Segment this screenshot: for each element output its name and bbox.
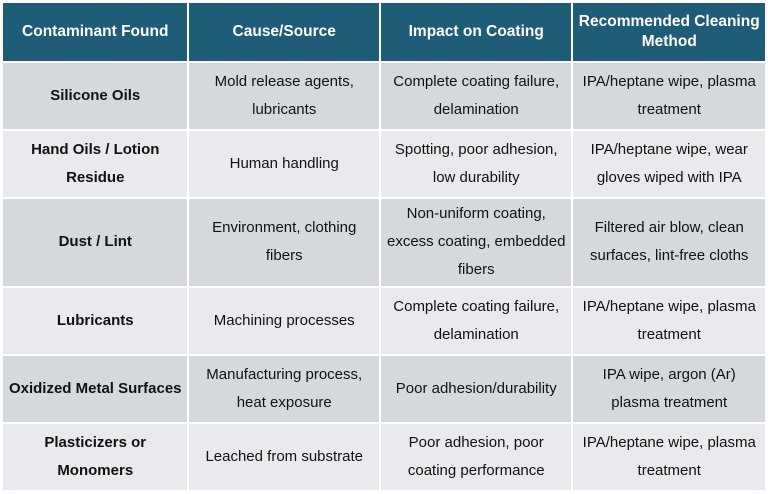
contaminant-cell: Plasticizers or Monomers xyxy=(3,423,188,490)
contaminant-cell: Silicone Oils xyxy=(3,63,188,130)
table-row: Plasticizers or Monomers Leached from su… xyxy=(3,423,765,490)
header-row: Contaminant Found Cause/Source Impact on… xyxy=(3,3,765,61)
cause-cell: Manufacturing process, heat exposure xyxy=(189,355,379,422)
table-row: Lubricants Machining processes Complete … xyxy=(3,287,765,354)
cleaning-cell: IPA/heptane wipe, wear gloves wiped with… xyxy=(573,131,765,198)
header-contaminant: Contaminant Found xyxy=(3,3,188,61)
impact-cell: Poor adhesion/durability xyxy=(380,355,572,422)
table-row: Hand Oils / Lotion Residue Human handlin… xyxy=(3,131,765,198)
cause-cell: Environment, clothing fibers xyxy=(189,199,379,286)
cause-cell: Leached from substrate xyxy=(189,423,379,490)
impact-cell: Complete coating failure, delamination xyxy=(380,63,572,130)
cause-cell: Mold release agents, lubricants xyxy=(189,63,379,130)
table-row: Silicone Oils Mold release agents, lubri… xyxy=(3,63,765,130)
cleaning-cell: IPA/heptane wipe, plasma treatment xyxy=(573,63,765,130)
header-cleaning-method: Recommended Cleaning Method xyxy=(573,3,765,61)
header-cause-source: Cause/Source xyxy=(189,3,379,61)
table-row: Oxidized Metal Surfaces Manufacturing pr… xyxy=(3,355,765,422)
cause-cell: Human handling xyxy=(189,131,379,198)
table-row: Dust / Lint Environment, clothing fibers… xyxy=(3,199,765,286)
cleaning-cell: Filtered air blow, clean surfaces, lint-… xyxy=(573,199,765,286)
cleaning-cell: IPA/heptane wipe, plasma treatment xyxy=(573,423,765,490)
contaminant-cell: Hand Oils / Lotion Residue xyxy=(3,131,188,198)
cleaning-cell: IPA wipe, argon (Ar) plasma treatment xyxy=(573,355,765,422)
contaminant-cell: Lubricants xyxy=(3,287,188,354)
impact-cell: Spotting, poor adhesion, low durability xyxy=(380,131,572,198)
impact-cell: Non-uniform coating, excess coating, emb… xyxy=(380,199,572,286)
contaminant-cell: Dust / Lint xyxy=(3,199,188,286)
impact-cell: Poor adhesion, poor coating performance xyxy=(380,423,572,490)
header-impact: Impact on Coating xyxy=(380,3,572,61)
cleaning-cell: IPA/heptane wipe, plasma treatment xyxy=(573,287,765,354)
contaminant-cell: Oxidized Metal Surfaces xyxy=(3,355,188,422)
impact-cell: Complete coating failure, delamination xyxy=(380,287,572,354)
cause-cell: Machining processes xyxy=(189,287,379,354)
